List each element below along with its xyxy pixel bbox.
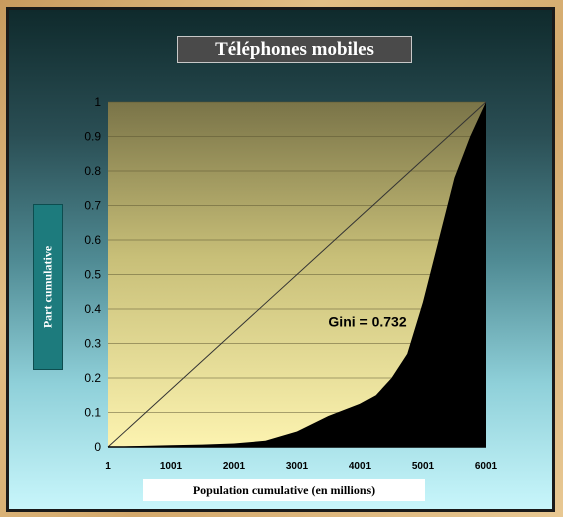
chart-title: Téléphones mobiles bbox=[177, 36, 412, 63]
y-tick-label: 0.1 bbox=[84, 406, 101, 420]
x-tick-label: 2001 bbox=[223, 461, 246, 472]
y-tick-label: 0.2 bbox=[84, 371, 101, 385]
y-tick-label: 0.8 bbox=[84, 164, 101, 178]
x-tick-label: 1 bbox=[105, 461, 111, 472]
x-tick-label: 5001 bbox=[412, 461, 435, 472]
y-tick-label: 0.6 bbox=[84, 233, 101, 247]
x-axis-label: Population cumulative (en millions) bbox=[143, 479, 425, 501]
y-tick-label: 1 bbox=[94, 95, 101, 109]
y-tick-label: 0.5 bbox=[84, 268, 101, 282]
lorenz-curve-area bbox=[108, 102, 486, 447]
y-axis-label-box: Part cumulative bbox=[33, 204, 63, 370]
y-tick-label: 0.7 bbox=[84, 199, 101, 213]
x-axis-ticks: 1 1001 2001 3001 4001 5001 6001 bbox=[105, 461, 497, 472]
y-axis-label: Part cumulative bbox=[40, 245, 55, 329]
equality-line bbox=[107, 101, 487, 448]
x-tick-label: 3001 bbox=[286, 461, 309, 472]
x-tick-label: 6001 bbox=[475, 461, 498, 472]
y-tick-label: 0.4 bbox=[84, 302, 101, 316]
y-tick-label: 0 bbox=[94, 440, 101, 454]
y-axis-ticks: 0 0.1 0.2 0.3 0.4 0.5 0.6 0.7 0.8 0.9 1 bbox=[84, 95, 101, 454]
y-tick-label: 0.3 bbox=[84, 337, 101, 351]
y-tick-label: 0.9 bbox=[84, 130, 101, 144]
x-tick-label: 1001 bbox=[160, 461, 183, 472]
x-tick-label: 4001 bbox=[349, 461, 372, 472]
gini-annotation: Gini = 0.732 bbox=[328, 313, 406, 329]
